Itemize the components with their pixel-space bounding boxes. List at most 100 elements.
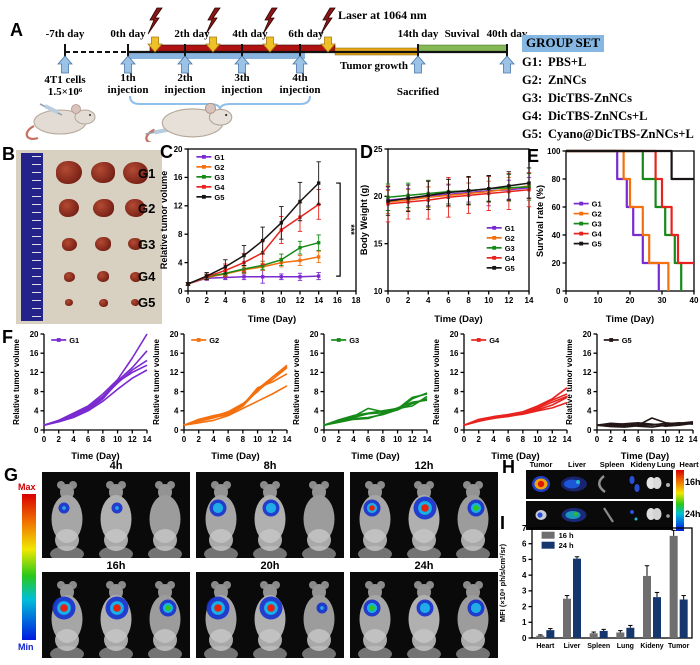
chart-survival-rate: 0 20 40 60 80 100 0 10 20 30 40 Time (Day) Survival …	[535, 147, 699, 325]
svg-text:Relative tumor volume: Relative tumor volume	[159, 171, 169, 270]
tumor-blob	[125, 199, 145, 217]
panel-label-h: H	[502, 457, 515, 477]
svg-text:18: 18	[352, 296, 361, 305]
organs-colorbar	[676, 470, 684, 531]
svg-text:2: 2	[336, 435, 341, 444]
svg-text:6: 6	[446, 296, 451, 305]
organ-label: Tumor	[529, 460, 553, 469]
panel-label-a: A	[10, 20, 23, 40]
svg-text:Time (Day): Time (Day)	[491, 451, 539, 462]
svg-text:12: 12	[548, 435, 557, 444]
svg-text:10: 10	[113, 435, 122, 444]
svg-text:Relative tumor volume: Relative tumor volume	[565, 339, 574, 425]
svg-text:Relative tumor volume: Relative tumor volume	[152, 339, 161, 425]
cells-line2: 1.5×10⁶	[47, 86, 83, 99]
svg-text:2: 2	[204, 296, 209, 305]
panel-label-i: I	[500, 513, 506, 533]
svg-text:16: 16	[30, 349, 39, 358]
svg-text:4: 4	[174, 407, 179, 416]
treatment-phase-bar	[128, 53, 305, 59]
svg-text:14: 14	[423, 435, 432, 444]
fluorescence-colorbar	[22, 494, 36, 640]
svg-text:20: 20	[552, 259, 561, 268]
injection-number: 4th	[292, 72, 308, 84]
svg-text:12: 12	[174, 202, 183, 211]
svg-text:10: 10	[533, 435, 542, 444]
svg-text:8: 8	[381, 435, 386, 444]
injection-brace	[129, 95, 311, 111]
svg-text:0: 0	[587, 426, 592, 435]
svg-text:Time (Day): Time (Day)	[71, 451, 119, 462]
mouse-cartoon-large	[145, 102, 233, 142]
svg-text:Liver: Liver	[564, 643, 581, 650]
svg-text:14: 14	[143, 435, 152, 444]
svg-text:12: 12	[450, 368, 459, 377]
svg-text:0: 0	[178, 287, 183, 296]
tumor-blob	[98, 298, 108, 307]
svg-text:5: 5	[522, 555, 527, 564]
organ-label: Kideny	[630, 460, 656, 469]
svg-text:20: 20	[626, 296, 635, 305]
injection-label-1: 1th injection	[93, 72, 163, 97]
tumor-row-label: G4	[138, 269, 156, 284]
svg-text:4: 4	[587, 407, 592, 416]
svg-text:0: 0	[42, 435, 47, 444]
svg-text:Time (Day): Time (Day)	[621, 451, 669, 462]
svg-text:14: 14	[314, 296, 323, 305]
tumor-blob	[59, 199, 79, 217]
panel-label-d: D	[360, 142, 373, 162]
mouse-image-16h	[42, 572, 190, 658]
svg-text:20: 20	[174, 145, 183, 154]
organ-label: Lung	[656, 460, 676, 469]
timepoint-label: 24h	[414, 560, 434, 572]
svg-text:8: 8	[521, 435, 526, 444]
day-label: 6th day	[288, 28, 324, 40]
svg-text:4: 4	[454, 407, 459, 416]
svg-text:12: 12	[268, 435, 277, 444]
svg-text:7: 7	[522, 524, 527, 533]
timeline-graphic	[25, 7, 515, 142]
svg-text:15: 15	[374, 239, 383, 248]
svg-text:8: 8	[174, 387, 179, 396]
organs-strip-16h	[526, 470, 673, 499]
svg-text:4: 4	[351, 435, 356, 444]
organ-label: Spleen	[599, 460, 625, 469]
strip-time-label: 16h	[685, 477, 700, 487]
svg-text:60: 60	[552, 203, 561, 212]
svg-text:20: 20	[310, 330, 319, 339]
day-label: 2th day	[174, 28, 210, 40]
tumor-blob	[129, 271, 141, 282]
svg-text:20: 20	[374, 192, 383, 201]
svg-text:0: 0	[564, 296, 569, 305]
svg-text:6: 6	[506, 435, 511, 444]
group-id: G1:	[522, 55, 543, 69]
svg-text:10: 10	[277, 296, 286, 305]
svg-text:1: 1	[522, 618, 527, 627]
svg-text:G4: G4	[489, 336, 500, 345]
group-set-title: GROUP SET	[522, 35, 605, 52]
organ-label: Liver	[568, 460, 586, 469]
svg-text:20: 20	[30, 330, 39, 339]
tumor-blob	[122, 161, 148, 184]
svg-text:0: 0	[174, 426, 179, 435]
svg-text:G1: G1	[592, 200, 602, 209]
svg-text:Body Weight (g): Body Weight (g)	[359, 185, 369, 255]
svg-text:14: 14	[525, 296, 534, 305]
svg-text:G3: G3	[505, 244, 515, 253]
sacrified-label: Sacrified	[396, 86, 440, 98]
svg-text:24 h: 24 h	[559, 541, 574, 550]
injection-word: injection	[279, 84, 321, 97]
svg-text:12: 12	[30, 368, 39, 377]
group-row: G4: DicTBS-ZnNCs+L	[522, 109, 700, 124]
svg-text:16: 16	[450, 349, 459, 358]
group-name: Cyano@DicTBS-ZnNCs+L	[548, 127, 694, 141]
timepoint-label: 20h	[260, 560, 280, 572]
injection-label-4: 4th injection	[265, 72, 335, 97]
svg-text:14: 14	[283, 435, 292, 444]
timepoint-label: 16h	[106, 560, 126, 572]
svg-text:8: 8	[260, 296, 265, 305]
svg-text:40: 40	[552, 231, 561, 240]
svg-text:4: 4	[522, 571, 527, 580]
svg-text:8: 8	[650, 435, 655, 444]
